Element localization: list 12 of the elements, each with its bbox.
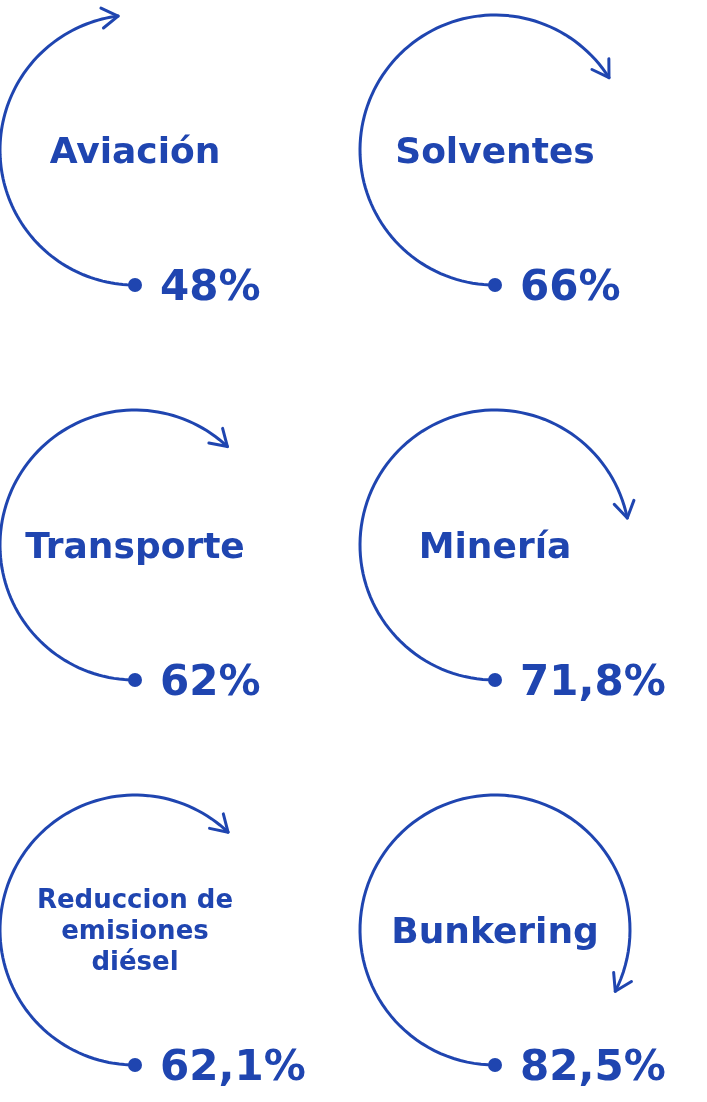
data-label: 66% xyxy=(520,261,621,310)
data-label: 62,1% xyxy=(160,1041,306,1090)
data-label: 62% xyxy=(160,656,261,705)
category-label: Transporte xyxy=(25,524,245,566)
category-label: Bunkering xyxy=(391,909,599,951)
category-label: Solventes xyxy=(395,129,595,171)
category-label: Reduccion de emisiones diésel xyxy=(36,883,234,977)
data-label: 48% xyxy=(160,261,261,310)
data-label: 71,8% xyxy=(520,656,666,705)
category-label: Minería xyxy=(418,524,572,566)
data-label: 82,5% xyxy=(520,1041,666,1090)
category-label: Aviación xyxy=(49,129,221,171)
